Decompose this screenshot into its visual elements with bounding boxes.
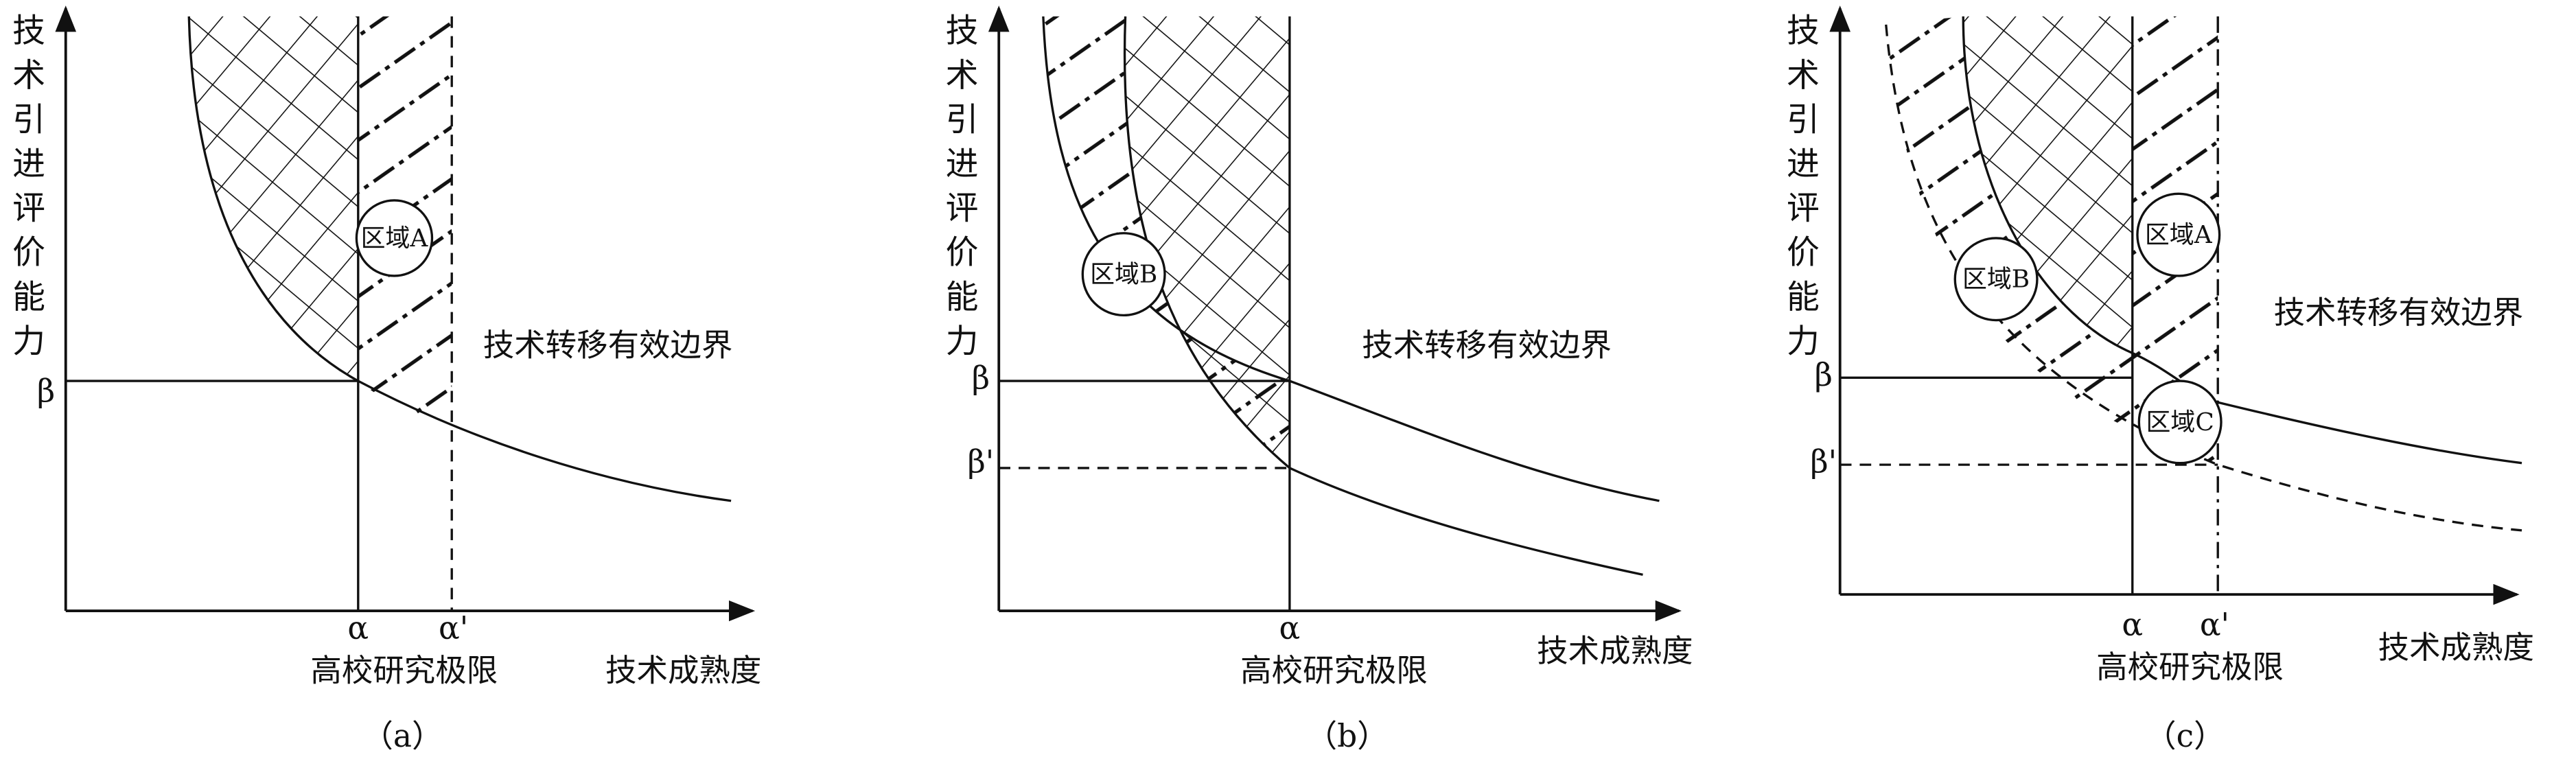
y-axis-label: 技术引进评价能力 [6,13,45,368]
beta-label: β [1815,357,1833,393]
region-label: 区域C [2146,408,2214,436]
dashed-region [1885,16,2133,430]
x-axis-label: 技术成熟度 [2378,629,2534,666]
limit-label: 高校研究极限 [1240,652,1428,688]
x-axis-label: 技术成熟度 [1537,633,1693,669]
caption: （a） [362,718,443,754]
region-circle [2136,192,2221,277]
beta-label: β [972,360,990,397]
y-axis-label: 技术引进评价能力 [940,13,978,368]
region-circle [1953,237,2039,322]
boundary-label: 技术转移有效边界 [2274,294,2524,331]
alpha-label: α [1279,609,1301,646]
beta-prime-label: β' [968,444,995,480]
alpha-prime-label: α' [439,609,468,646]
region-label: 区域B [1090,260,1157,288]
alpha-label: α [347,609,369,646]
x-axis-label: 技术成熟度 [605,652,761,688]
boundary-label: 技术转移有效边界 [1362,327,1612,364]
region-label: 区域B [1962,266,2030,294]
caption: （c） [2145,718,2225,754]
panel-b: 区域B 技术引进评价能力 β β' α 高校研究极限 技术成熟度 技术转移有效边… [940,5,1693,754]
limit-label: 高校研究极限 [2096,649,2284,686]
boundary-curve [187,16,732,502]
region-label: 区域A [361,224,429,253]
beta-prime-label: β' [1810,444,1837,480]
outer-curve [1042,16,1660,502]
y-axis-label: 技术引进评价能力 [1780,13,1819,368]
beta-label: β [37,373,55,410]
boundary-label: 技术转移有效边界 [483,327,733,364]
dashed-region [1043,16,1290,468]
caption: （b） [1306,718,1389,754]
panel-c: 区域B 区域A 区域C 技术引进评价能力 β β' α α' 高校研究极限 技术… [1780,5,2534,754]
panel-a: 区域A 技术引进评价能力 β α α' 高校研究极限 技术成熟度 技术转移有效边… [6,5,761,754]
alpha-label: α [2122,606,2143,642]
region-circle [1081,232,1166,317]
limit-label: 高校研究极限 [310,652,498,688]
region-label: 区域A [2145,221,2213,249]
hatch-region [1963,16,2133,353]
boundary-curve [1962,16,2522,465]
hatch-region [1124,16,1290,468]
alpha-prime-label: α' [2200,606,2229,642]
hatch-region [189,16,358,382]
region-circle [355,199,434,277]
region-circle [2137,380,2223,465]
inner-curve [1123,16,1643,577]
